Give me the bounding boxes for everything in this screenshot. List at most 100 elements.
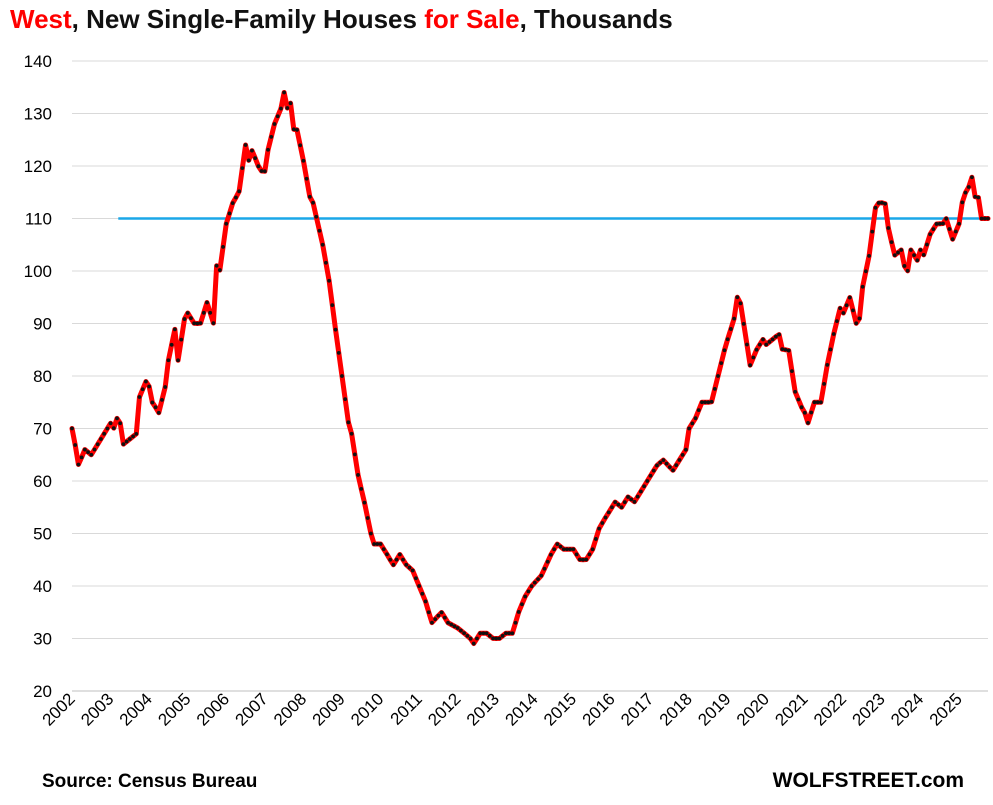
x-tick-label: 2004 xyxy=(116,689,156,729)
data-point xyxy=(195,321,200,326)
data-point xyxy=(899,248,904,252)
data-point xyxy=(497,636,502,641)
data-point xyxy=(632,499,637,504)
data-point xyxy=(857,316,862,321)
data-point xyxy=(378,542,383,546)
data-point xyxy=(648,473,653,478)
data-point xyxy=(626,495,630,499)
y-axis-tick-labels: 20 30 40 50 60 70 80 90 100 110 120 130 140 xyxy=(24,52,52,701)
title-middle: , New Single-Family Houses xyxy=(71,4,425,34)
data-point xyxy=(674,463,679,468)
data-point xyxy=(809,410,814,415)
y-tick-label: 90 xyxy=(33,315,52,334)
x-tick-label: 2009 xyxy=(309,689,349,729)
data-point xyxy=(442,615,447,620)
data-point xyxy=(327,278,332,283)
data-point xyxy=(285,106,290,110)
data-point xyxy=(876,201,881,205)
data-point xyxy=(825,362,830,367)
data-point xyxy=(539,573,544,578)
data-point xyxy=(831,332,836,336)
data-point xyxy=(144,379,148,384)
data-point xyxy=(491,636,495,641)
data-point xyxy=(735,295,740,300)
data-point xyxy=(433,617,438,622)
data-point xyxy=(822,381,826,386)
data-point xyxy=(867,253,871,258)
data-point xyxy=(683,447,688,452)
y-tick-label: 130 xyxy=(24,105,52,124)
data-point xyxy=(417,584,422,588)
data-point xyxy=(166,358,171,363)
data-point xyxy=(70,426,74,431)
x-tick-label: 2008 xyxy=(270,689,310,729)
data-point xyxy=(369,531,373,536)
data-point xyxy=(346,420,351,425)
data-point xyxy=(770,337,775,342)
data-point xyxy=(918,248,923,252)
data-point xyxy=(960,200,965,205)
data-point xyxy=(214,263,219,268)
data-point xyxy=(565,547,569,552)
data-point xyxy=(529,584,534,589)
data-point xyxy=(494,636,499,641)
data-point xyxy=(703,400,708,405)
data-point xyxy=(793,389,798,394)
data-point xyxy=(330,303,335,308)
data-point xyxy=(372,542,377,546)
data-point xyxy=(89,452,94,457)
data-point xyxy=(844,303,849,308)
x-tick-label: 2006 xyxy=(193,689,233,729)
x-tick-label: 2023 xyxy=(849,689,889,729)
data-point xyxy=(619,505,624,510)
data-point xyxy=(587,552,592,557)
data-point xyxy=(979,216,984,221)
data-point xyxy=(957,221,961,226)
data-point xyxy=(314,214,319,219)
x-tick-label: 2015 xyxy=(540,689,580,729)
data-point xyxy=(645,479,650,483)
data-point xyxy=(237,189,242,194)
data-point xyxy=(847,295,852,300)
data-point xyxy=(385,552,389,557)
data-point xyxy=(426,610,431,615)
data-point xyxy=(147,384,152,389)
source-label: Source: Census Bureau xyxy=(42,771,257,792)
data-point xyxy=(208,310,213,315)
data-point xyxy=(391,562,396,567)
data-point xyxy=(459,628,463,633)
data-point xyxy=(706,400,711,405)
data-point xyxy=(915,258,920,263)
data-point xyxy=(941,221,945,226)
chart-title: West, New Single-Family Houses for Sale,… xyxy=(10,4,673,35)
data-point xyxy=(841,311,846,315)
data-point xyxy=(343,397,348,402)
data-point xyxy=(600,521,605,525)
data-point xyxy=(542,566,547,571)
data-point xyxy=(629,497,634,502)
data-point xyxy=(397,552,402,557)
x-tick-label: 2018 xyxy=(656,689,696,729)
data-point xyxy=(407,565,412,570)
y-tick-label: 110 xyxy=(25,210,52,229)
data-point xyxy=(883,201,888,206)
data-point xyxy=(851,308,855,313)
data-point xyxy=(388,557,393,562)
data-point xyxy=(777,332,781,337)
data-point xyxy=(838,306,843,311)
data-point xyxy=(799,405,804,410)
data-point xyxy=(745,342,749,347)
y-tick-label: 30 xyxy=(33,630,52,649)
data-point xyxy=(182,317,187,321)
x-tick-label: 2016 xyxy=(579,689,619,729)
data-point xyxy=(835,319,839,324)
data-point xyxy=(873,205,878,210)
data-point xyxy=(606,510,611,515)
data-point xyxy=(272,122,277,126)
y-tick-label: 140 xyxy=(24,52,52,71)
data-point xyxy=(976,195,981,200)
data-point xyxy=(163,385,168,389)
x-tick-label: 2005 xyxy=(154,689,194,729)
data-point xyxy=(732,316,736,321)
data-point xyxy=(806,420,810,425)
